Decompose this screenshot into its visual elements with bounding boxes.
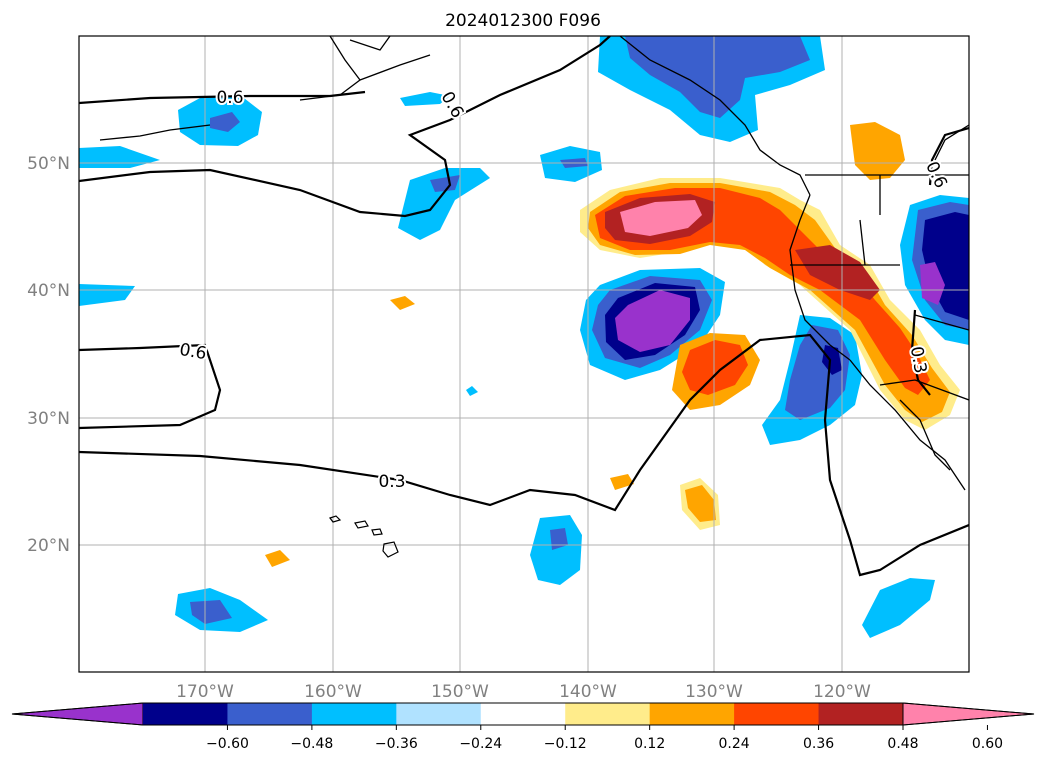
map-area: 0.6 0.6 0.6 0.3 0.6 0.3 [79,36,969,672]
colorbar-swatch [227,703,313,725]
colorbar-tick-label: −0.48 [290,736,333,752]
colorbar-tick-label: 0.60 [972,736,1003,752]
contour-lines [79,36,969,577]
lon-label: 130°W [685,682,743,702]
colorbar-frame [11,702,1035,726]
hawaii-islands [329,515,399,558]
map-title: 2024012300 F096 [445,11,601,31]
lon-label: 120°W [813,682,871,702]
lat-label: 20°N [27,536,70,556]
lon-label: 160°W [304,682,362,702]
colorbar-tick-label: 0.12 [634,736,665,752]
colorbar-tick-label: 0.24 [719,736,750,752]
colorbar: −0.60 −0.48 −0.36 −0.24 −0.12 0.12 0.24 0.36 0.4… [11,702,1035,752]
lat-label: 30°N [27,409,70,429]
colorbar-tick-label: −0.24 [459,736,502,752]
colorbar-swatch [396,703,482,725]
colorbar-left-extend [11,702,144,726]
colorbar-right-extend [902,702,1035,726]
lon-label: 150°W [431,682,489,702]
colorbar-swatch [143,703,228,725]
colorbar-swatch [565,703,651,725]
lat-label: 50°N [27,154,70,174]
graticule [79,36,969,672]
contour-label: 0.6 [216,88,243,108]
colorbar-swatch [734,703,820,725]
colorbar-tick-label: −0.36 [375,736,418,752]
lat-label: 40°N [27,281,70,301]
colorbar-tick-label: −0.60 [206,736,249,752]
lon-label: 140°W [559,682,617,702]
colorbar-tick-label: −0.12 [544,736,587,752]
positive-anomaly-shading [265,122,960,567]
contour-label: 0.3 [378,472,405,492]
colorbar-tick-label: 0.36 [803,736,834,752]
colorbar-tick-label: 0.48 [887,736,918,752]
colorbar-swatch [480,703,566,725]
map-frame [78,35,970,673]
latitude-labels: 50°N 40°N 30°N 20°N [27,154,70,556]
colorbar-swatch [311,703,397,725]
colorbar-swatch [818,703,904,725]
colorbar-swatch [649,703,735,725]
longitude-labels: 170°W 160°W 150°W 140°W 130°W 120°W [176,682,871,702]
lon-label: 170°W [176,682,234,702]
